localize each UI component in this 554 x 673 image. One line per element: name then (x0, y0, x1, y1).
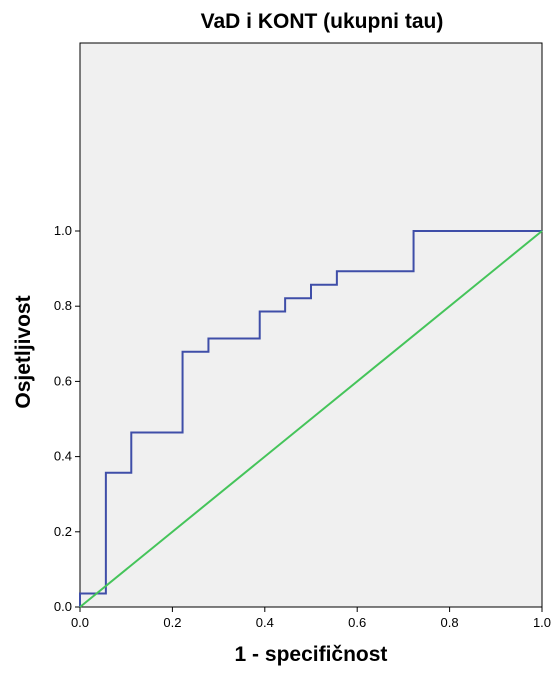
y-tick-label: 0.0 (54, 599, 72, 614)
x-tick-label: 0.4 (256, 615, 274, 630)
y-tick-label: 1.0 (54, 223, 72, 238)
x-tick-label: 0.2 (163, 615, 181, 630)
y-axis-label: Osjetljivost (12, 295, 35, 409)
chart-marks: 0.0 0.2 0.4 0.6 0.8 1.0 0.0 0.2 0.4 0.6 0.8 1.0 (54, 223, 551, 630)
y-tick-label: 0.2 (54, 524, 72, 539)
y-tick-label: 0.8 (54, 298, 72, 313)
x-tick-label: 0.6 (348, 615, 366, 630)
roc-curve-line (79, 230, 542, 607)
reference-line (79, 230, 543, 608)
x-axis-label: 1 - specifičnost (234, 643, 388, 666)
x-tick-label: 0.0 (71, 615, 89, 630)
x-tick-label: 1.0 (533, 615, 551, 630)
y-tick-label: 0.6 (54, 373, 72, 388)
plot-area (79, 42, 543, 608)
x-tick-label: 0.8 (441, 615, 459, 630)
chart-title: VaD i KONT (ukupni tau) (200, 10, 444, 33)
y-tick-label: 0.4 (54, 449, 72, 464)
